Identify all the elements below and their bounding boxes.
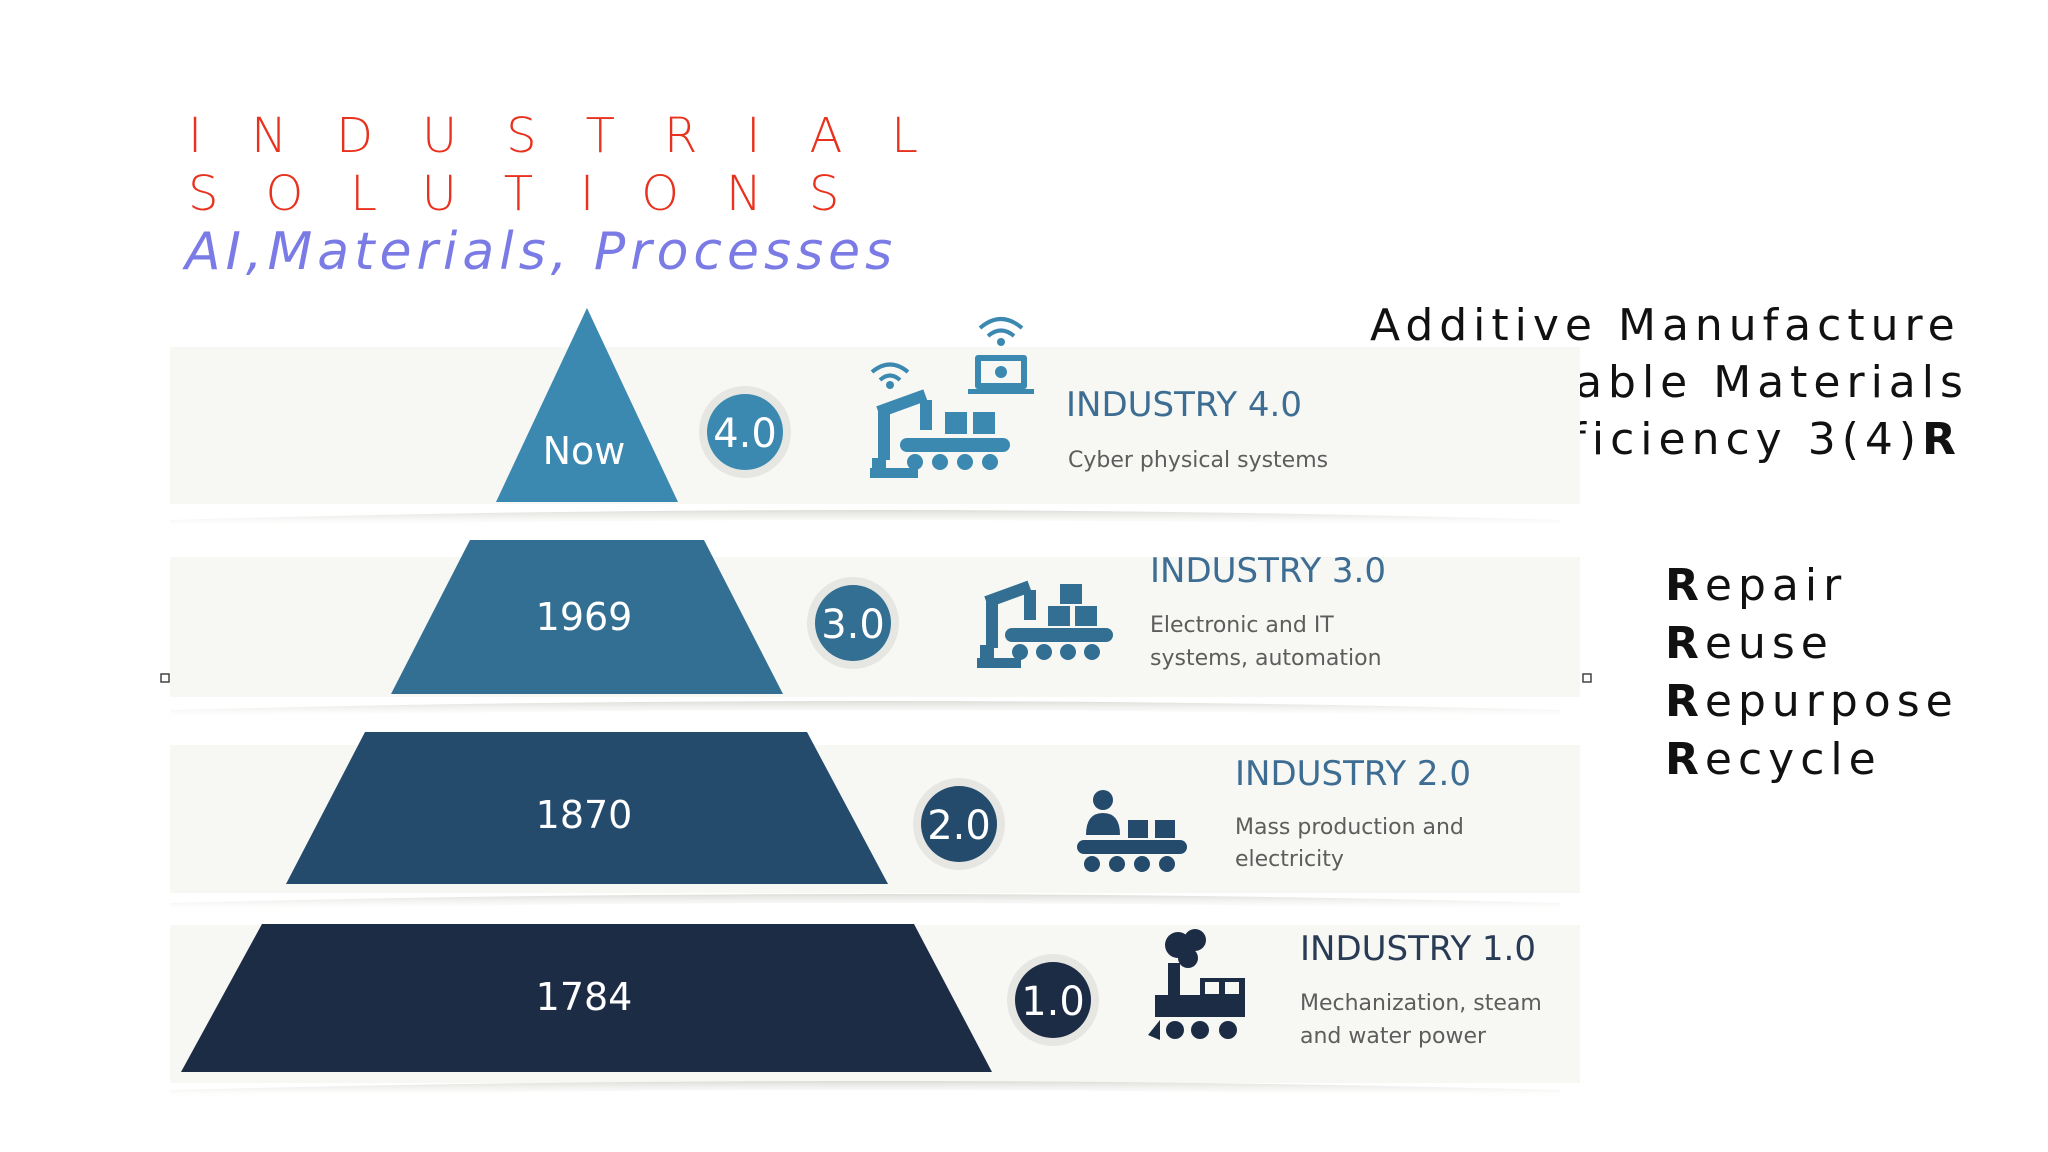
steam-locomotive-icon: [1148, 929, 1245, 1040]
r-item-reuse: Reuse: [1665, 618, 1834, 669]
pyramid-tier-3: [391, 540, 783, 694]
r-item-recycle: Recycle: [1665, 734, 1882, 785]
pyramid-tier-4: [496, 308, 678, 502]
industry-4-desc: Cyber physical systems: [1068, 448, 1328, 473]
band-shadow: [170, 510, 1560, 528]
industry-2-title: INDUSTRY 2.0: [1235, 754, 1471, 794]
robot-arm-conveyor-wifi-laptop-icon: [870, 317, 1034, 478]
industry-1-desc-line1: Mechanization, steam: [1300, 991, 1542, 1016]
r-item-repurpose: Repurpose: [1665, 676, 1959, 727]
r-rest: ecycle: [1704, 734, 1882, 785]
band-shadow: [170, 1081, 1560, 1098]
brand-subtitle: AI,Materials, Processes: [185, 222, 898, 282]
band-shadow: [170, 894, 1560, 911]
r-rest: euse: [1704, 618, 1834, 669]
resize-handle-left[interactable]: [160, 673, 170, 683]
industry-1-title: INDUSTRY 1.0: [1300, 929, 1536, 969]
band-shadow: [170, 701, 1560, 718]
worker-conveyor-icon: [1077, 790, 1187, 872]
badge-2: 2.0: [913, 778, 1005, 870]
era-label-1784: 1784: [536, 975, 633, 1019]
r-rest: epair: [1704, 560, 1848, 611]
era-label-1969: 1969: [536, 595, 633, 639]
era-label-now: Now: [543, 429, 626, 473]
industry-4-title: INDUSTRY 4.0: [1066, 385, 1302, 425]
industry-3-title: INDUSTRY 3.0: [1150, 551, 1386, 591]
r-initial: R: [1665, 560, 1705, 611]
badge-4-label: 4.0: [713, 411, 777, 457]
industry-3-desc-line2: systems, automation: [1150, 646, 1382, 671]
r-rest: epurpose: [1704, 676, 1959, 727]
badge-4: 4.0: [699, 386, 791, 478]
badge-3: 3.0: [807, 577, 899, 669]
brand-title-line1: INDUSTRIAL: [188, 108, 968, 164]
era-label-1870: 1870: [536, 793, 633, 837]
industry-2-desc-line2: electricity: [1235, 847, 1344, 872]
focus-item-efficiency-r: R: [1922, 414, 1962, 465]
robot-arm-conveyor-icon: [977, 580, 1113, 668]
badge-2-label: 2.0: [927, 803, 991, 849]
pyramid-tier-2: [286, 732, 888, 884]
resize-handle-right[interactable]: [1582, 673, 1592, 683]
r-initial: R: [1665, 618, 1705, 669]
industry-1-desc-line2: and water power: [1300, 1024, 1487, 1049]
industry-3-desc-line1: Electronic and IT: [1150, 613, 1334, 638]
r-initial: R: [1665, 676, 1705, 727]
r-item-repair: Repair: [1665, 560, 1847, 611]
pyramid-tier-1: [181, 924, 992, 1072]
focus-item-additive: Additive Manufacture: [1370, 300, 1961, 351]
r-initial: R: [1665, 734, 1705, 785]
industry-2-desc-line1: Mass production and: [1235, 815, 1464, 840]
badge-1-label: 1.0: [1021, 979, 1085, 1025]
badge-1: 1.0: [1007, 954, 1099, 1046]
badge-3-label: 3.0: [821, 602, 885, 648]
brand-title-line2: SOLUTIONS: [188, 166, 887, 222]
